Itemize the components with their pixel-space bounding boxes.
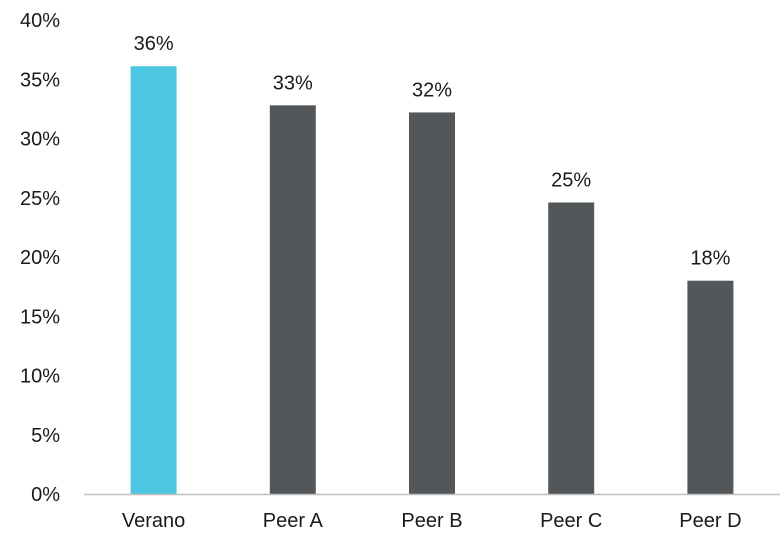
y-tick-label: 20% (20, 247, 60, 269)
y-tick-label: 15% (20, 306, 60, 328)
bar-value-label: 32% (412, 79, 452, 101)
x-axis-ticks: Verano Peer A Peer B Peer C Peer D (122, 510, 742, 532)
y-tick-label: 0% (31, 484, 60, 506)
bar-value-label: 25% (551, 169, 591, 191)
y-tick-label: 5% (31, 425, 60, 447)
bars (130, 66, 734, 495)
bar (409, 112, 455, 495)
x-tick-label: Peer A (263, 510, 324, 532)
bar-value-label: 33% (273, 72, 313, 94)
bar (130, 66, 177, 494)
bar-value-label: 18% (690, 248, 730, 270)
y-tick-label: 40% (20, 10, 60, 32)
bar-value-label: 36% (134, 33, 174, 55)
bar (269, 105, 316, 494)
y-tick-label: 30% (20, 129, 60, 151)
y-tick-label: 25% (20, 188, 60, 210)
x-tick-label: Verano (122, 510, 185, 532)
y-axis-ticks: 0% 5% 10% 15% 20% 25% 30% 35% 40% (20, 10, 60, 506)
y-tick-label: 10% (20, 366, 60, 388)
y-tick-label: 35% (20, 69, 60, 91)
x-tick-label: Peer D (679, 510, 741, 532)
bar (548, 202, 595, 495)
x-tick-label: Peer B (401, 510, 462, 532)
bar (687, 280, 734, 494)
data-labels: 36% 33% 32% 25% 18% (134, 33, 731, 269)
x-tick-label: Peer C (540, 510, 602, 532)
